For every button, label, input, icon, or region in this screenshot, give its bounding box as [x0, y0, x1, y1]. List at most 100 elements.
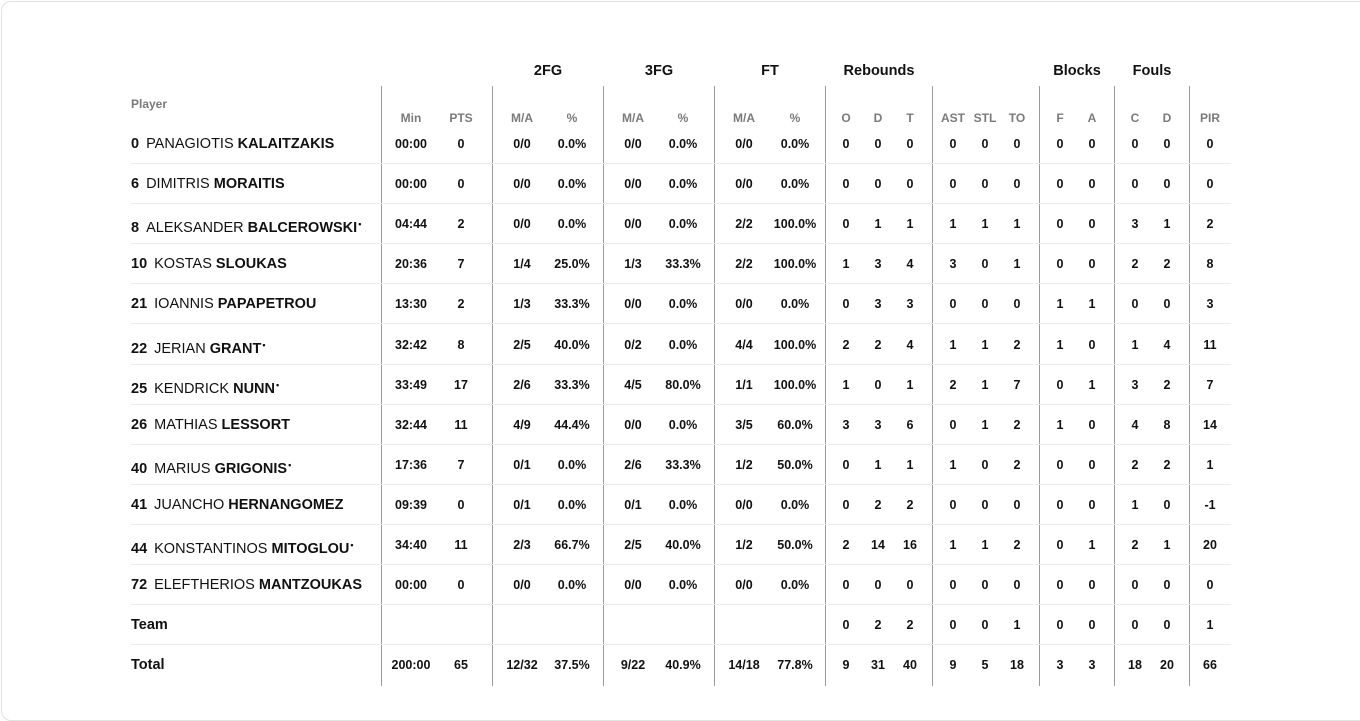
stat-blk-against: 0: [1088, 177, 1096, 192]
stat-pts: 0: [457, 177, 465, 192]
stat-blk-against: 0: [1088, 578, 1096, 593]
stat-reb-off: 0: [842, 497, 850, 512]
player-first-name: PANAGIOTIS: [146, 136, 234, 152]
stat-ft-pct: 100.0%: [773, 337, 817, 352]
stat-pir: 11: [1203, 337, 1217, 352]
stat-ft-pct: 0.0%: [780, 177, 810, 192]
player-name[interactable]: 40 MARIUS GRIGONIS•: [131, 445, 291, 485]
stat-pir: 14: [1203, 417, 1217, 432]
stat-3fg-pct: 40.0%: [665, 538, 701, 552]
stat-2fg-pct: 0.0%: [557, 217, 587, 232]
player-row: 40 MARIUS GRIGONIS• 17:36 7 0/1 0.0% 2/6 33.3% 1…: [131, 445, 1231, 485]
player-name[interactable]: 21 IOANNIS PAPAPETROU: [131, 284, 316, 324]
stat-stl: 1: [981, 217, 989, 232]
stat-ast: 0: [949, 497, 957, 512]
stat-fouls-drawn: 4: [1163, 337, 1171, 352]
row-divider: [131, 203, 1231, 205]
stat-pir: 2: [1206, 217, 1214, 232]
row-divider: [131, 523, 1231, 525]
stat-reb-off: 1: [842, 257, 850, 272]
column-header-blk-against: A: [1087, 111, 1097, 125]
stat-pir: 0: [1206, 578, 1214, 593]
player-name[interactable]: 44 KONSTANTINOS MITOGLOU•: [131, 525, 354, 565]
stat-reb-off: 3: [842, 417, 850, 432]
stat-pir: 1: [1206, 618, 1214, 633]
stat-to: 2: [1013, 337, 1021, 352]
stat-ft-made-attempted: 0/0: [735, 297, 753, 312]
stat-ft-pct: 0.0%: [780, 297, 810, 312]
column-header-3fg-pct: %: [677, 111, 689, 125]
player-column-header: Player: [131, 97, 168, 111]
stat-2fg-pct: 33.3%: [554, 297, 590, 312]
stat-fouls-committed: 0: [1131, 578, 1139, 593]
stat-ft-pct: 100.0%: [773, 377, 817, 392]
stat-fouls-committed: 0: [1131, 177, 1139, 192]
stat-blk-for: 0: [1056, 618, 1064, 633]
stat-fouls-drawn: 0: [1163, 177, 1171, 192]
group-header-blocks: Blocks: [1053, 63, 1101, 79]
group-header-3fg: 3FG: [644, 63, 674, 79]
player-last-name: MORAITIS: [213, 176, 285, 193]
stat-2fg-pct: 0.0%: [557, 578, 587, 593]
group-header-rebounds: Rebounds: [843, 63, 915, 79]
column-separator: [714, 86, 715, 686]
stat-reb-off: 2: [842, 337, 850, 352]
player-name[interactable]: 41 JUANCHO HERNANGOMEZ: [131, 485, 343, 525]
player-name[interactable]: 6 DIMITRIS MORAITIS: [131, 164, 285, 204]
player-row: 41 JUANCHO HERNANGOMEZ 09:39 0 0/1 0.0% 0/1 0.0…: [131, 485, 1231, 525]
column-header-reb-off: O: [841, 111, 851, 125]
stat-ft-made-attempted: 0/0: [735, 578, 753, 593]
player-row: 21 IOANNIS PAPAPETROU 13:30 2 1/3 33.3% 0/0 0.0…: [131, 284, 1231, 325]
stat-blk-against: 3: [1088, 658, 1096, 673]
stat-3fg-made-attempted: 0/0: [624, 137, 642, 151]
stat-reb-off: 2: [842, 538, 850, 552]
stat-blk-for: 0: [1056, 217, 1064, 232]
stat-stl: 0: [981, 497, 989, 512]
starter-marker-icon: •: [276, 379, 280, 390]
stat-reb-total: 16: [903, 538, 917, 552]
stat-pts: 7: [457, 457, 465, 472]
player-name[interactable]: 26 MATHIAS LESSORT: [131, 405, 290, 445]
stat-3fg-pct: 33.3%: [665, 257, 701, 272]
stat-reb-total: 40: [903, 658, 917, 673]
stat-stl: 0: [981, 618, 989, 633]
player-name[interactable]: 10 KOSTAS SLOUKAS: [131, 244, 287, 284]
stat-to: 1: [1013, 217, 1021, 232]
player-name[interactable]: 22 JERIAN GRANT•: [131, 325, 265, 365]
stat-stl: 1: [981, 337, 989, 352]
stat-reb-off: 0: [842, 618, 850, 633]
stat-2fg-made-attempted: 0/0: [513, 137, 531, 151]
stat-2fg-pct: 40.0%: [554, 337, 590, 352]
stat-ast: 9: [949, 658, 957, 673]
stat-fouls-drawn: 20: [1160, 658, 1174, 673]
stat-reb-def: 2: [874, 337, 882, 352]
player-last-name: GRANT: [209, 340, 262, 357]
column-header-2fg-pct: %: [566, 111, 578, 125]
stat-2fg-pct: 44.4%: [554, 417, 590, 432]
player-name[interactable]: 0 PANAGIOTIS KALAITZAKIS: [131, 124, 334, 164]
column-header-reb-total: T: [906, 111, 914, 125]
player-first-name: MARIUS: [154, 460, 211, 477]
stat-reb-total: 2: [906, 497, 914, 512]
player-name[interactable]: 8 ALEKSANDER BALCEROWSKI•: [131, 204, 361, 244]
stat-blk-for: 3: [1056, 658, 1064, 673]
stat-reb-off: 0: [842, 217, 850, 232]
player-name[interactable]: 72 ELEFTHERIOS MANTZOUKAS: [131, 565, 362, 605]
stat-fouls-committed: 0: [1131, 297, 1139, 312]
player-number: 6: [131, 176, 140, 193]
stat-reb-def: 0: [874, 137, 882, 151]
stat-min: 20:36: [395, 257, 427, 272]
column-header-stl: STL: [973, 111, 997, 125]
stat-stl: 0: [981, 297, 989, 312]
stat-reb-total: 4: [906, 257, 914, 272]
stat-stl: 1: [981, 538, 989, 552]
stat-blk-for: 0: [1056, 457, 1064, 472]
stat-reb-total: 3: [906, 297, 914, 312]
player-name[interactable]: 25 KENDRICK NUNN•: [131, 365, 279, 405]
stat-3fg-pct: 40.9%: [665, 658, 701, 673]
stat-fouls-drawn: 1: [1163, 538, 1171, 552]
stat-min: 32:44: [395, 417, 427, 432]
stat-reb-def: 1: [874, 217, 882, 232]
stat-pts: 17: [454, 377, 468, 392]
column-header-reb-def: D: [873, 111, 883, 125]
